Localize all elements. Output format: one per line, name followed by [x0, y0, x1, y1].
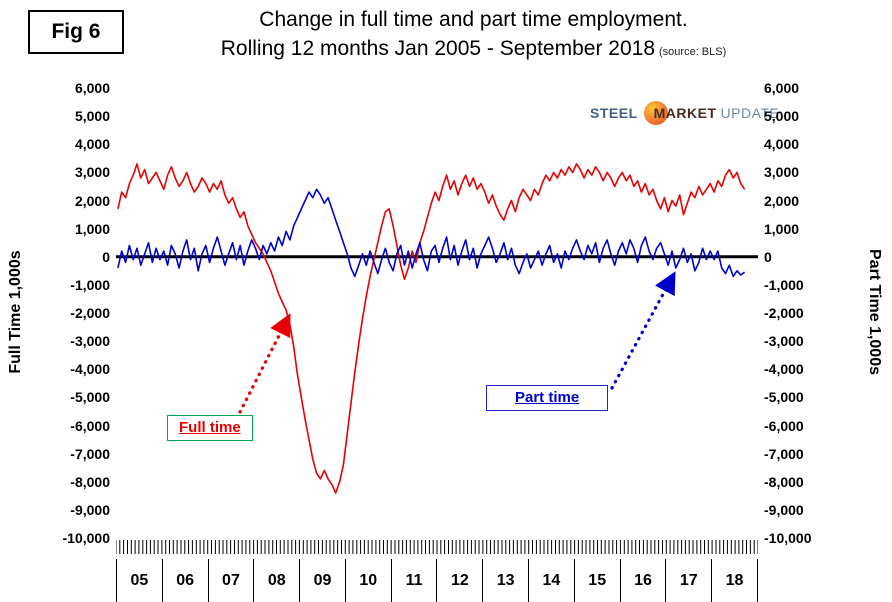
- y-tick-label: 3,000: [764, 164, 800, 181]
- x-axis-year-label: 16: [619, 559, 666, 602]
- y-axis-label-right: Part Time 1,000s: [866, 248, 883, 376]
- y-tick-label: -9,000: [70, 501, 110, 518]
- part-time-legend-box: Part time: [486, 385, 609, 411]
- full-time-line: [117, 163, 746, 494]
- y-tick-label: -3,000: [764, 333, 804, 350]
- y-tick-label: -4,000: [764, 361, 804, 378]
- y-tick-label: 4,000: [764, 136, 800, 153]
- x-axis-year-label: 06: [161, 559, 208, 602]
- y-tick-label: -1,000: [70, 276, 110, 293]
- full-time-legend-box: Full time: [167, 415, 253, 441]
- y-tick-label: -7,000: [764, 445, 804, 462]
- y-tick-label: -10,000: [764, 530, 812, 546]
- y-tick-label: 6,000: [74, 80, 110, 96]
- logo-market-text: MARKET: [653, 105, 717, 121]
- chart-subtitle-text: Rolling 12 months Jan 2005 - September 2…: [220, 37, 656, 60]
- logo-update-text: UPDATE: [720, 105, 780, 121]
- y-tick-label: -5,000: [70, 389, 110, 406]
- y-tick-label: 3,000: [74, 164, 110, 181]
- x-axis-year-label: 09: [299, 559, 345, 602]
- figure-number-label: Fig 6: [51, 20, 101, 43]
- x-axis-year-label: 12: [436, 559, 482, 602]
- part-time-line: [117, 188, 746, 278]
- x-axis-year-label: 15: [573, 559, 620, 602]
- chart-title-line2: Rolling 12 months Jan 2005 - September 2…: [125, 37, 822, 61]
- y-tick-label: -2,000: [764, 305, 804, 321]
- x-axis-year-label: 18: [711, 559, 758, 602]
- x-axis-year-label: 07: [207, 559, 254, 602]
- y-tick-label: -8,000: [70, 473, 110, 490]
- y-tick-label: 6,000: [764, 80, 800, 96]
- y-tick-label: -1,000: [764, 276, 804, 293]
- y-tick-label: 1,000: [74, 220, 110, 237]
- y-axis-ticks-right: 6,000 5,000 4,000 3,000 2,000 1,000 0 -1,000 -2,…: [764, 0, 856, 602]
- x-axis-year-label: 13: [482, 559, 528, 602]
- x-axis-year-label: 05: [116, 559, 162, 602]
- y-axis-label-left: Full Time 1,000s: [7, 250, 24, 374]
- source-note: (source: BLS): [659, 46, 727, 58]
- y-tick-label: -7,000: [70, 445, 110, 462]
- steel-market-update-logo: STEEL MARKET UPDATE: [590, 101, 779, 125]
- chart-canvas: [116, 163, 758, 554]
- x-axis-year-label: 08: [253, 559, 299, 602]
- x-axis-year-label: 14: [528, 559, 574, 602]
- y-tick-label: 0: [764, 248, 772, 265]
- x-axis-year-label: 10: [344, 559, 391, 602]
- y-tick-label: -2,000: [70, 305, 110, 321]
- y-axis-ticks-left: 6,000 5,000 4,000 3,000 2,000 1,000 0 -1,000 -2,…: [24, 0, 110, 602]
- y-tick-label: -5,000: [764, 389, 804, 406]
- y-tick-label: 5,000: [764, 108, 800, 125]
- y-tick-label: -6,000: [764, 417, 804, 434]
- chart-title-line1: Change in full time and part time employ…: [259, 8, 688, 31]
- part-time-arrow: [610, 271, 676, 390]
- x-axis-year-row: 05 06 07 08 09 10 11 12 13 14 15 16 17 18: [116, 559, 758, 602]
- y-tick-label: 4,000: [74, 136, 110, 153]
- y-tick-label: -4,000: [70, 361, 110, 378]
- x-axis-year-label: 17: [665, 559, 711, 602]
- y-tick-label: -10,000: [62, 530, 110, 546]
- logo-globe-icon: [643, 101, 668, 125]
- y-tick-label: 5,000: [74, 108, 110, 125]
- y-tick-label: -3,000: [70, 333, 110, 350]
- plot-area: [116, 88, 758, 560]
- y-tick-label: -9,000: [764, 501, 804, 518]
- y-tick-label: 0: [102, 248, 110, 265]
- logo-steel-text: STEEL: [590, 105, 638, 121]
- month-tick-comb: [116, 540, 758, 554]
- y-tick-label: -6,000: [70, 417, 110, 434]
- y-tick-label: 1,000: [764, 220, 800, 237]
- part-time-legend-label: Part time: [515, 389, 580, 406]
- y-tick-label: 2,000: [764, 192, 800, 209]
- x-axis-year-label: 11: [390, 559, 437, 602]
- figure-number-box: Fig 6: [28, 10, 124, 54]
- y-tick-label: 2,000: [74, 192, 110, 209]
- full-time-arrow: [238, 313, 291, 414]
- y-tick-label: -8,000: [764, 473, 804, 490]
- full-time-legend-label: Full time: [179, 419, 241, 436]
